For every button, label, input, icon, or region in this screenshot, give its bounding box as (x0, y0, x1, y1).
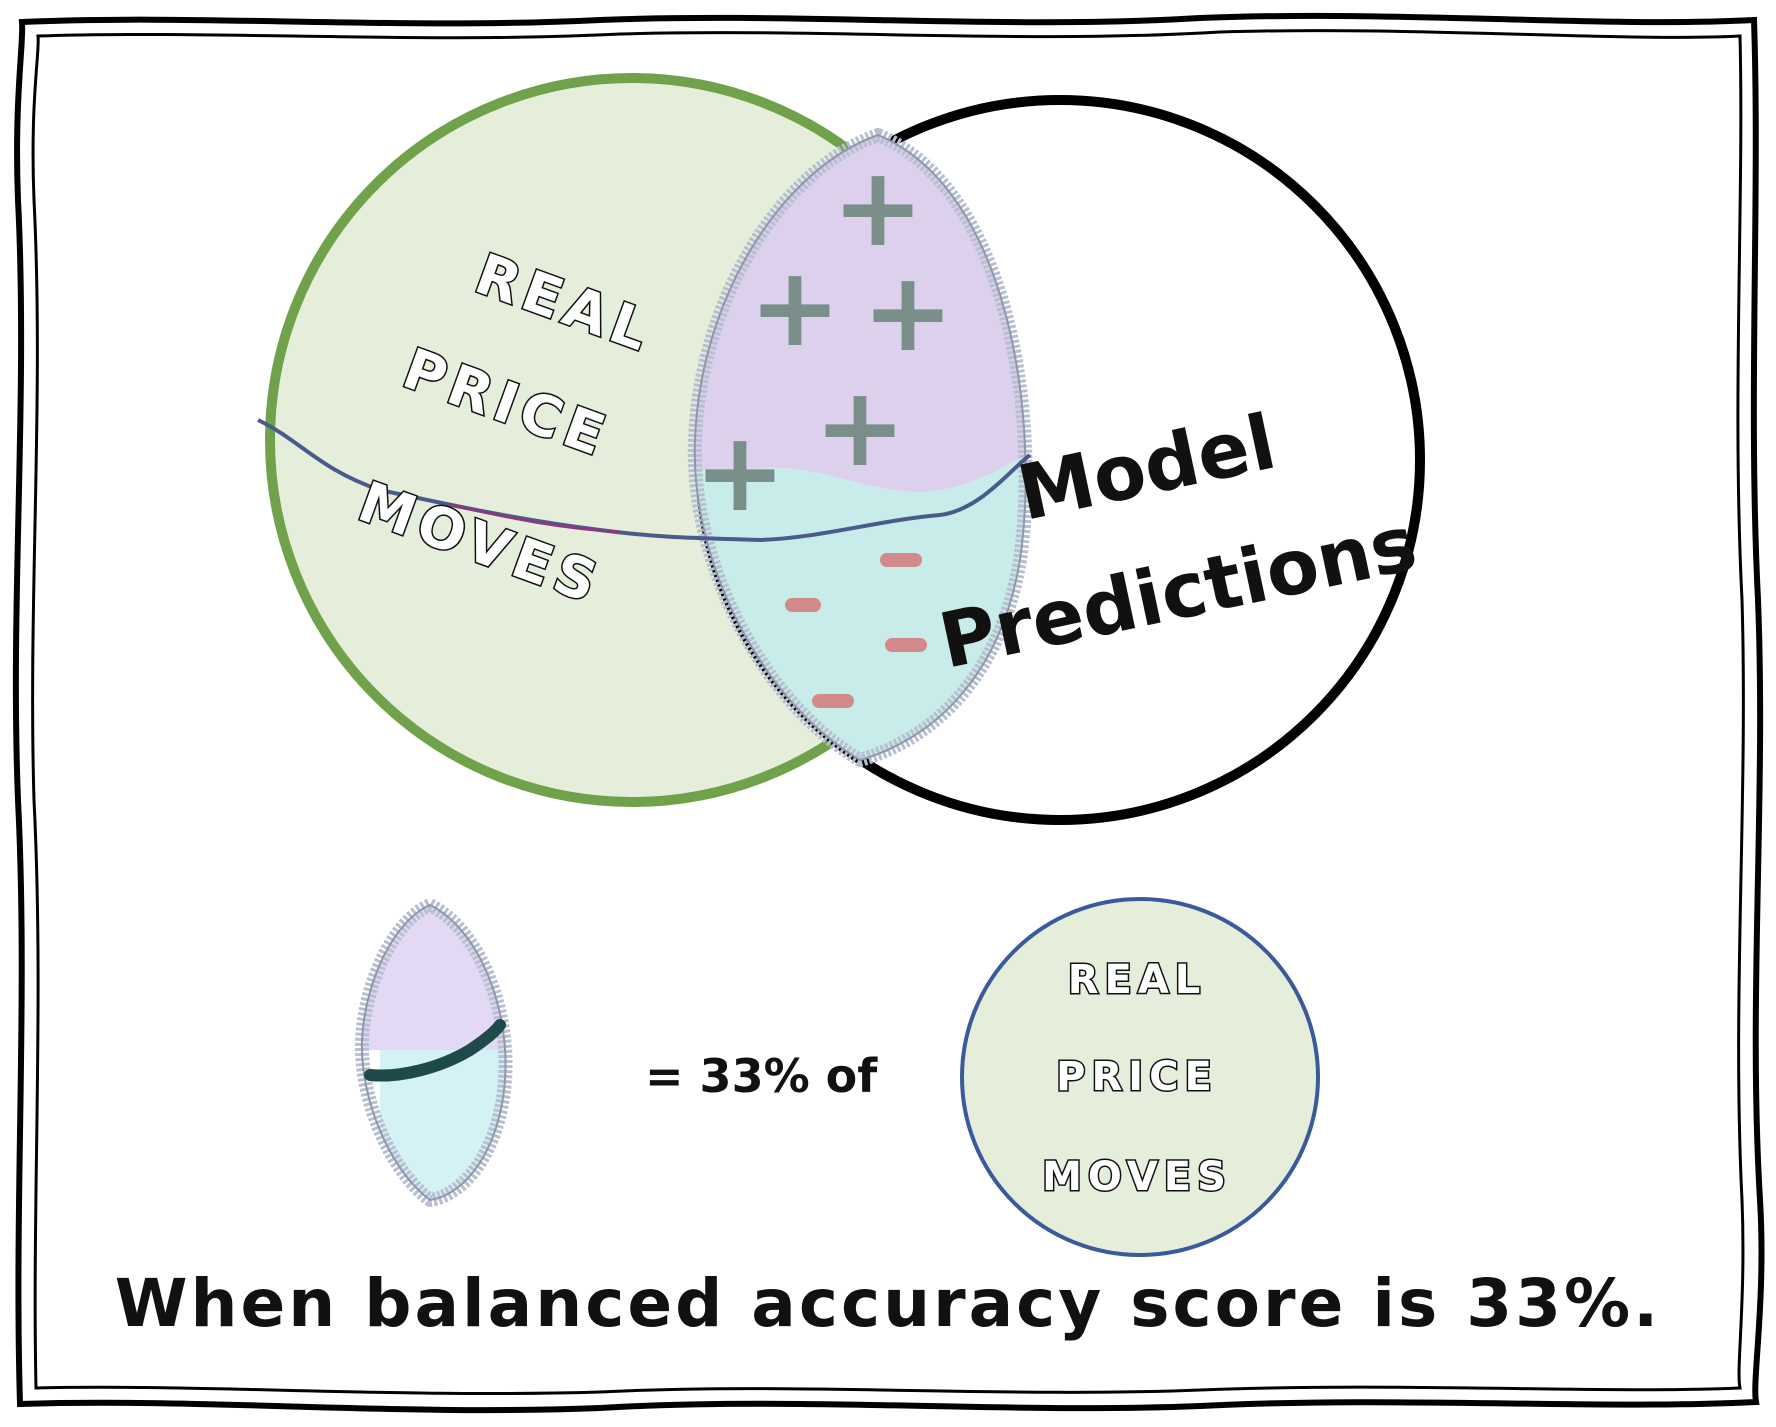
small-label-line-moves: MOVES (1042, 1154, 1232, 1200)
small-label-line-real: REAL (1068, 957, 1207, 1003)
minus-signs (785, 553, 927, 708)
plus-sign: + (832, 143, 924, 271)
small-circle-label: REAL PRICE MOVES (1041, 956, 1232, 1202)
minus-sign (885, 638, 927, 652)
plus-sign: + (862, 248, 954, 376)
minus-sign (812, 694, 854, 708)
small-label-line-price: PRICE (1056, 1054, 1218, 1100)
mini-overlap-lens (354, 898, 513, 1207)
plus-signs: + + + + + (694, 143, 954, 536)
small-real-price-moves-circle (960, 897, 1320, 1257)
wavy-border-outer (12, 12, 1765, 1414)
equation-text: = 33% of (645, 1049, 878, 1103)
threshold-line (257, 418, 1032, 543)
plus-sign: + (814, 363, 906, 491)
caption: When balanced accuracy score is 33%. (115, 1265, 1662, 1342)
minus-sign (785, 598, 821, 612)
minus-sign (880, 553, 922, 567)
wavy-border-inner (31, 29, 1745, 1396)
plus-sign: + (694, 408, 786, 536)
label-line-model: Model (1010, 397, 1283, 538)
plus-sign: + (749, 243, 841, 371)
